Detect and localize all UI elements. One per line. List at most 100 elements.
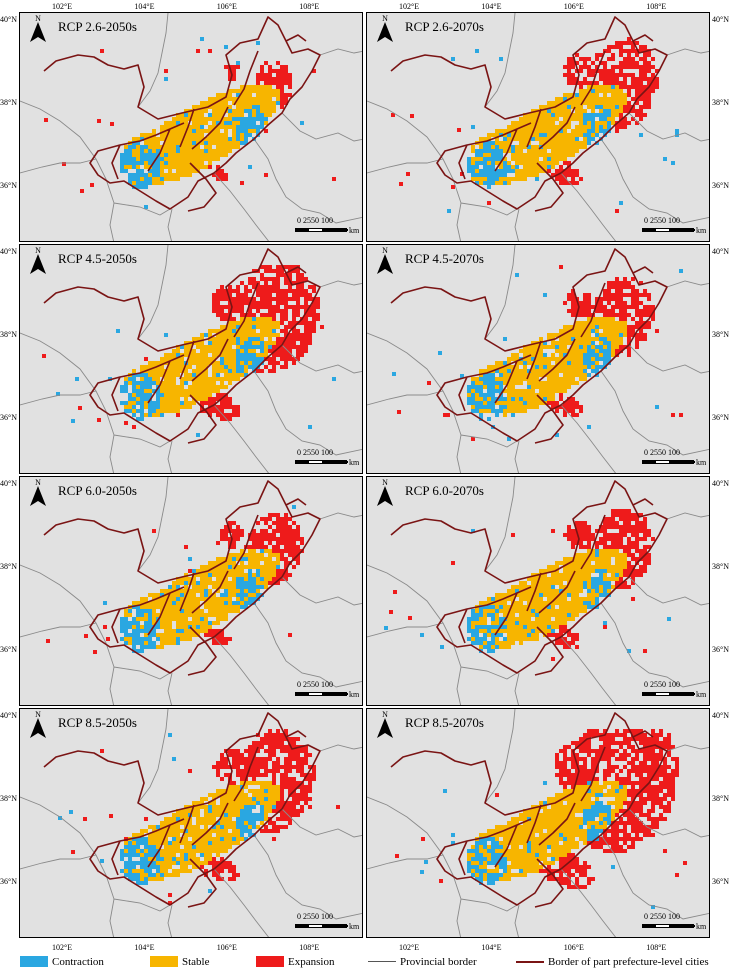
north-label: N [382,246,388,255]
lat-tick-label: 38°N [0,793,17,803]
lat-tick-label: 36°N [712,180,729,190]
lat-tick-label: 36°N [712,412,729,422]
scale-bar-graphic [642,460,695,464]
scale-bar-graphic [642,228,695,232]
lon-tick-label: 102°E [52,943,73,952]
lat-tick-label: 40°N [712,15,729,24]
lat-tick-label: 36°N [0,644,17,654]
provincial-border-line [368,961,396,962]
provincial-border [20,245,362,473]
north-arrow-shape [377,254,393,274]
lon-tick-label: 104°E [481,943,502,952]
scale-unit: km [696,922,707,931]
map-panel: N RCP 4.5-2070s 0 2550 100 km [366,244,710,474]
prefecture-border [390,248,668,444]
lat-tick-label: 38°N [712,561,729,571]
prefecture-border [390,480,668,676]
lat-tick-label: 40°N [712,479,729,488]
lat-tick-label: 38°N [0,97,17,107]
map-panel: N RCP 8.5-2070s 0 2550 100 km [366,708,710,938]
north-arrow-icon: N [28,710,48,738]
lat-tick-label: 40°N [0,15,17,24]
lat-tick-label: 40°N [0,479,17,488]
expansion-cells [46,513,304,654]
scale-unit: km [349,458,360,467]
lon-tick-label: 104°E [134,943,155,952]
stable-cells [124,85,280,185]
map-panel: N RCP 2.6-2070s 0 2550 100 km [366,12,710,242]
species-range-map [367,245,709,473]
scale-labels: 0 2550 100 [644,216,680,225]
north-label: N [35,14,41,23]
lon-tick-label: 104°E [134,2,155,11]
north-arrow-icon: N [28,14,48,42]
panel-title: RCP 6.0-2070s [405,483,484,498]
lat-tick-label: 38°N [0,329,17,339]
scale-labels: 0 2550 100 [644,912,680,921]
prefecture-border-line [516,960,544,963]
lon-tick-label: 102°E [399,943,420,952]
scale-bar: 0 2550 100 km [642,216,706,238]
scale-bar: 0 2550 100 km [295,216,359,238]
legend-stable-label: Stable [182,955,210,968]
species-range-map [367,709,709,937]
scale-unit: km [349,226,360,235]
legend-provincial-border: Provincial border [368,954,477,969]
lat-tick-label: 38°N [712,793,729,803]
expansion-cells [395,729,687,889]
legend-prefecture-label: Border of part prefecture-level cities [548,955,709,968]
north-arrow-shape [30,254,46,274]
scale-labels: 0 2550 100 [297,448,333,457]
expansion-cells [389,509,655,661]
north-arrow-shape [377,22,393,42]
provincial-border [367,13,709,241]
legend-expansion-label: Expansion [288,955,335,968]
provincial-border [367,709,709,937]
lat-tick-label: 36°N [0,876,17,886]
map-panel: N RCP 6.0-2050s 0 2550 100 km [19,476,363,706]
scale-bar-graphic [295,460,348,464]
scale-labels: 0 2550 100 [644,448,680,457]
north-arrow-shape [377,486,393,506]
legend-stable: Stable [150,954,210,969]
legend-contraction-label: Contraction [52,955,104,968]
scale-unit: km [349,922,360,931]
expansion-cells [42,265,324,429]
scale-bar-graphic [642,692,695,696]
north-arrow-icon: N [28,478,48,506]
north-arrow-shape [30,718,46,738]
scale-bar-graphic [295,692,348,696]
lat-tick-label: 36°N [0,180,17,190]
lon-tick-label: 108°E [299,943,320,952]
scale-labels: 0 2550 100 [297,912,333,921]
stable-swatch [150,956,178,967]
panel-title: RCP 2.6-2050s [58,19,137,34]
species-range-map [20,477,362,705]
stable-cells [467,317,627,417]
lon-tick-label: 106°E [563,943,584,952]
contraction-cells [103,505,296,653]
provincial-border [20,477,362,705]
north-arrow-icon: N [375,14,395,42]
map-panel: N RCP 8.5-2050s 0 2550 100 km [19,708,363,938]
north-arrow-shape [30,22,46,42]
stable-cells [124,781,280,881]
stable-cells [467,781,627,881]
lat-tick-label: 36°N [0,412,17,422]
panel-title: RCP 6.0-2050s [58,483,137,498]
contraction-swatch [20,956,48,967]
panel-title: RCP 4.5-2070s [405,251,484,266]
lat-tick-label: 40°N [712,711,729,720]
species-range-map [20,245,362,473]
contraction-cells [62,37,304,209]
lon-tick-label: 108°E [646,2,667,11]
species-range-map [20,13,362,241]
prefecture-border [390,712,668,908]
north-arrow-shape [377,718,393,738]
lat-tick-label: 38°N [712,97,729,107]
lon-tick-label: 102°E [52,2,73,11]
species-range-map [367,477,709,705]
provincial-border [20,13,362,241]
scale-unit: km [349,690,360,699]
scale-unit: km [696,226,707,235]
